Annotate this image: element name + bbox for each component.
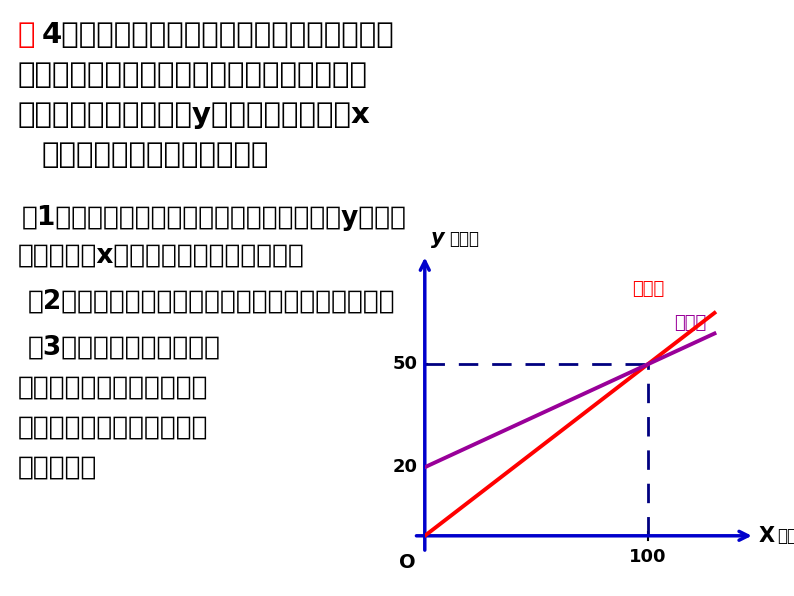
Text: 租书卡: 租书卡 bbox=[632, 280, 665, 298]
Text: 两种卡租书，租书金额y（元）与租书时间x: 两种卡租书，租书金额y（元）与租书时间x bbox=[18, 101, 371, 129]
Text: （1）分别写出用租书卡和会员卡租书的金额y（元）: （1）分别写出用租书卡和会员卡租书的金额y（元） bbox=[22, 205, 407, 231]
Text: X: X bbox=[759, 526, 775, 546]
Text: 是使用会员卡，另一种是使用租书卡。使用这: 是使用会员卡，另一种是使用租书卡。使用这 bbox=[18, 61, 368, 89]
Text: （天）之间的关系如图所示。: （天）之间的关系如图所示。 bbox=[42, 141, 269, 169]
Text: 例: 例 bbox=[18, 21, 36, 49]
Text: （天）: （天） bbox=[777, 527, 794, 545]
Text: 4、某图书馆开展两种方式的租书业务：一种: 4、某图书馆开展两种方式的租书业务：一种 bbox=[42, 21, 395, 49]
Text: 期限均为一年，则在这一年: 期限均为一年，则在这一年 bbox=[18, 375, 209, 401]
Text: 100: 100 bbox=[629, 548, 666, 566]
Text: O: O bbox=[399, 553, 416, 572]
Text: 会员卡: 会员卡 bbox=[674, 314, 707, 332]
Text: （元）: （元） bbox=[449, 230, 480, 248]
Text: （2）两种租书方式每天租书的收费分别是多少元？: （2）两种租书方式每天租书的收费分别是多少元？ bbox=[28, 289, 395, 315]
Text: 50: 50 bbox=[393, 355, 418, 373]
Text: 20: 20 bbox=[393, 458, 418, 476]
Text: 比较合算？: 比较合算？ bbox=[18, 455, 98, 481]
Text: 中如何选择这两种租书方式: 中如何选择这两种租书方式 bbox=[18, 415, 209, 441]
Text: （3）若两种租书卡的使用: （3）若两种租书卡的使用 bbox=[28, 335, 221, 361]
Text: y: y bbox=[431, 228, 445, 248]
Text: 与租书时间x（天）之间的函数关系式；: 与租书时间x（天）之间的函数关系式； bbox=[18, 243, 305, 269]
